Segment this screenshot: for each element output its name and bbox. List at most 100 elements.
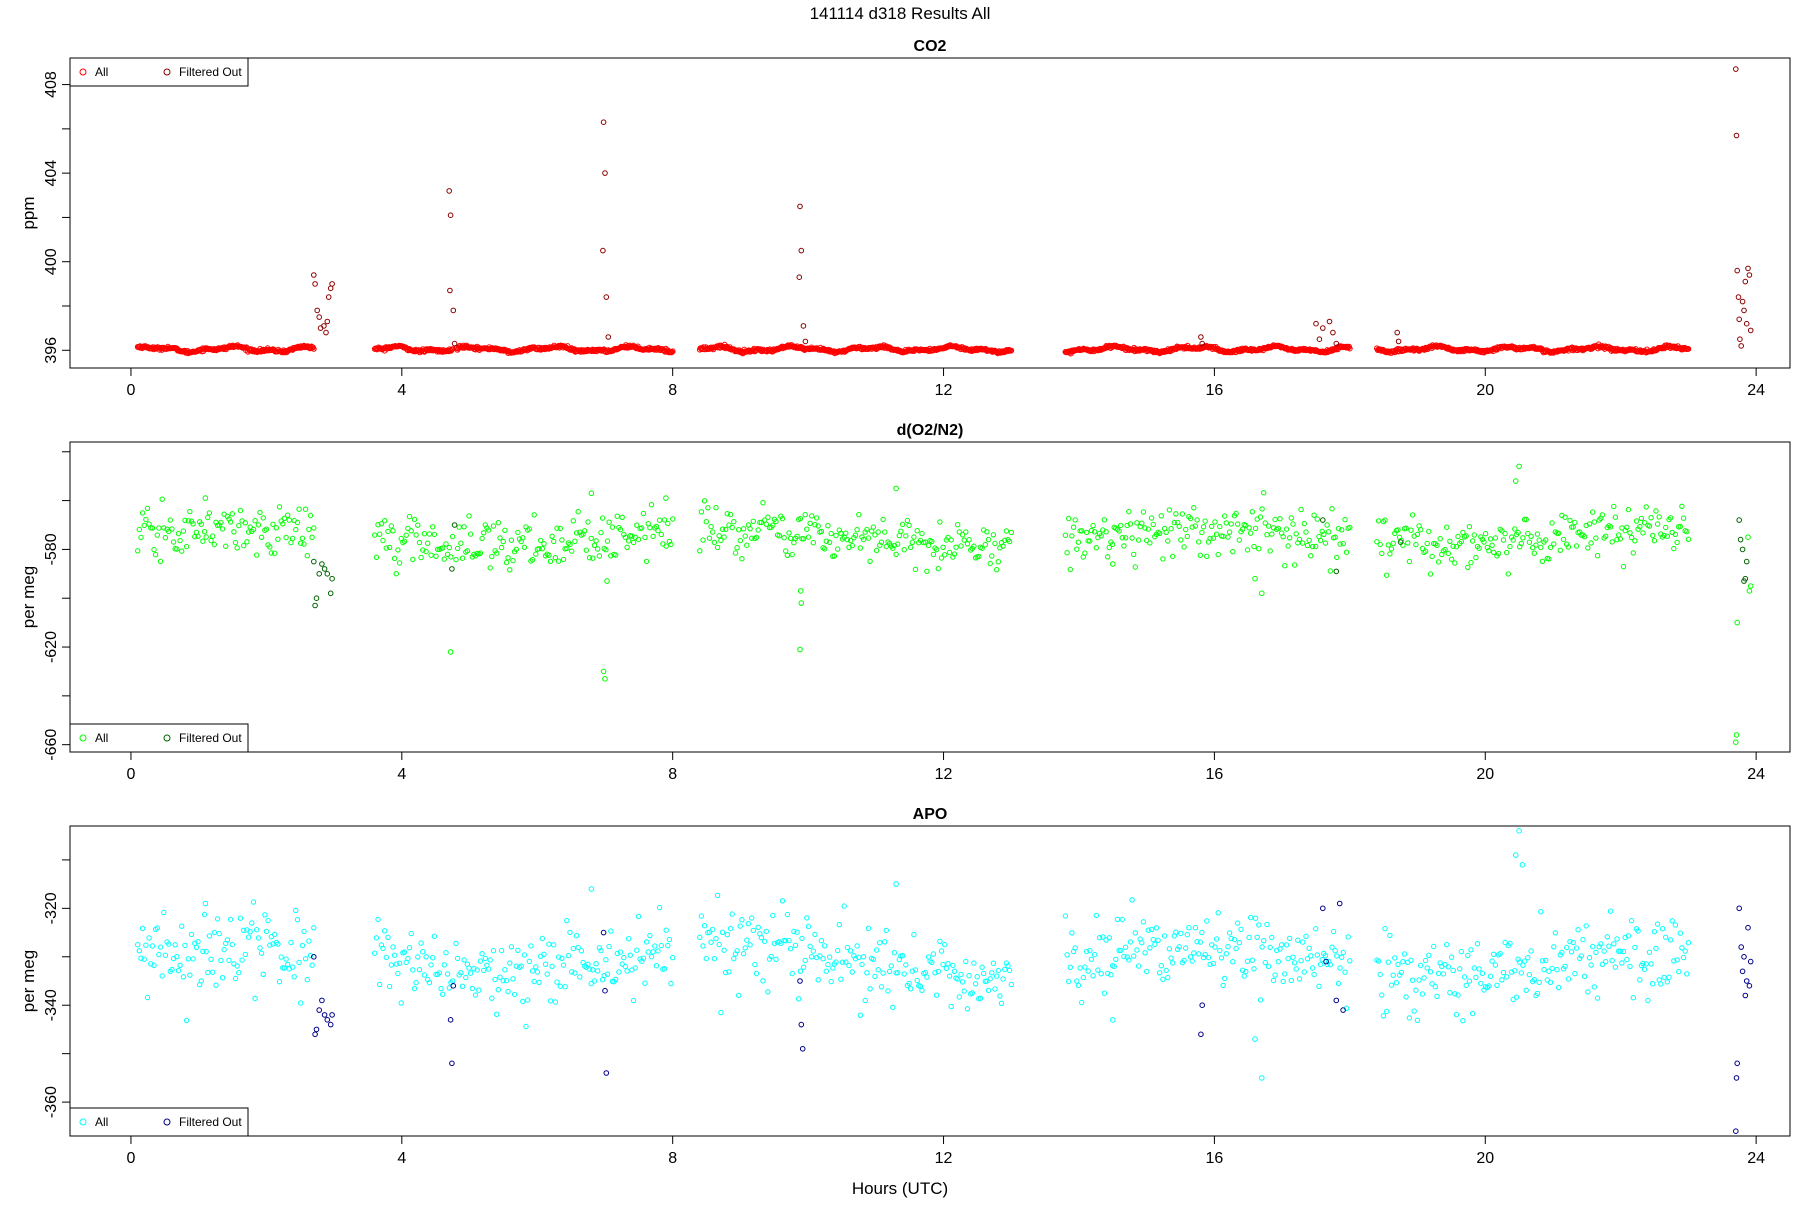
apo-filtered-point [321,1012,328,1018]
apo-filtered-point [324,1017,331,1023]
apo-point [668,981,674,987]
apo-point [1541,966,1547,973]
o2n2-point [898,528,904,534]
apo-point [474,967,480,973]
apo-point [436,970,442,976]
apo-point [216,930,222,937]
apo-point [309,962,315,968]
apo-filtered-point [1747,958,1754,965]
o2n2-point [1487,536,1494,542]
apo-x-tick-label: 8 [668,1150,677,1167]
apo-point [1478,980,1484,987]
apo-point [906,980,912,987]
o2n2-point [267,544,273,550]
o2n2-point [443,541,449,547]
apo-legend-label-filtered: Filtered Out [179,1115,242,1129]
apo-point [373,935,380,941]
o2n2-point [1531,550,1538,556]
apo-point [520,998,526,1005]
apo-y-tick-label: -340 [43,989,60,1021]
o2n2-point [1733,732,1740,738]
o2n2-point [236,522,242,529]
co2-filtered-point [325,294,332,300]
apo-point [899,953,906,959]
apo-point [1429,981,1435,987]
apo-point [1586,955,1593,961]
apo-point [1064,952,1070,958]
o2n2-point [1418,527,1424,533]
apo-point [1296,976,1303,982]
apo-point [1440,971,1447,977]
apo-point [1176,944,1182,950]
o2n2-point [268,550,275,556]
apo-point [1330,928,1337,935]
apo-point [560,962,567,968]
o2n2-legend-label-filtered: Filtered Out [179,731,242,745]
apo-point [1403,994,1409,1000]
o2n2-point [1471,532,1478,538]
o2n2-point [849,542,855,549]
apo-point [1134,947,1140,953]
o2n2-filtered-point [311,558,317,565]
apo-point [1298,958,1304,964]
o2n2-point [1661,532,1667,539]
o2n2-point [903,533,909,539]
apo-point [942,941,948,948]
apo-point [1653,945,1659,952]
apo-point [943,965,950,972]
o2n2-point [1549,520,1555,526]
o2n2-point [503,559,510,566]
o2n2-point [1118,522,1124,529]
o2n2-point [922,539,928,545]
apo-point [278,954,284,960]
apo-point [802,957,808,964]
apo-point [193,944,200,950]
o2n2-point [426,531,433,537]
apo-filtered-point [311,954,317,960]
apo-point [1082,964,1088,970]
apo-point [1200,954,1207,961]
apo-point [1431,943,1437,950]
apo-point [431,933,438,939]
o2n2-point [526,526,532,532]
apo-legend-marker-all [79,1118,87,1126]
apo-point [846,962,852,969]
apo-point [1453,1011,1460,1018]
o2n2-point [1093,545,1100,551]
o2n2-point [643,558,650,565]
o2n2-point [968,547,974,553]
o2n2-point [1466,524,1473,530]
apo-point [1630,995,1637,1001]
o2n2-point [560,556,567,563]
o2n2-point [635,536,642,543]
o2n2-point [797,588,804,594]
o2n2-point [1429,553,1435,560]
apo-point [1388,982,1395,988]
o2n2-point [461,524,467,530]
o2n2-point [714,544,721,551]
o2n2-point [749,535,755,541]
apo-point [744,937,750,943]
apo-point [285,961,291,968]
o2n2-point [872,532,878,538]
o2n2-point [1543,537,1549,543]
o2n2-point [380,537,386,544]
o2n2-point [1650,532,1656,539]
apo-point [1280,978,1286,985]
o2n2-point [1225,534,1231,540]
o2n2-point [1469,538,1476,544]
co2-filtered-point [450,307,457,314]
o2n2-point [763,521,769,527]
o2n2-point [1296,536,1303,542]
apo-point [162,952,169,958]
o2n2-point [456,524,462,530]
o2n2-point [1000,543,1006,549]
o2n2-point [1612,514,1619,520]
o2n2-point [1625,506,1632,513]
o2n2-point [1304,542,1311,549]
o2n2-point [1062,532,1069,538]
o2n2-point [1530,545,1536,551]
apo-point [159,973,165,979]
apo-point [463,974,469,981]
apo-x-tick-label: 20 [1476,1150,1494,1167]
